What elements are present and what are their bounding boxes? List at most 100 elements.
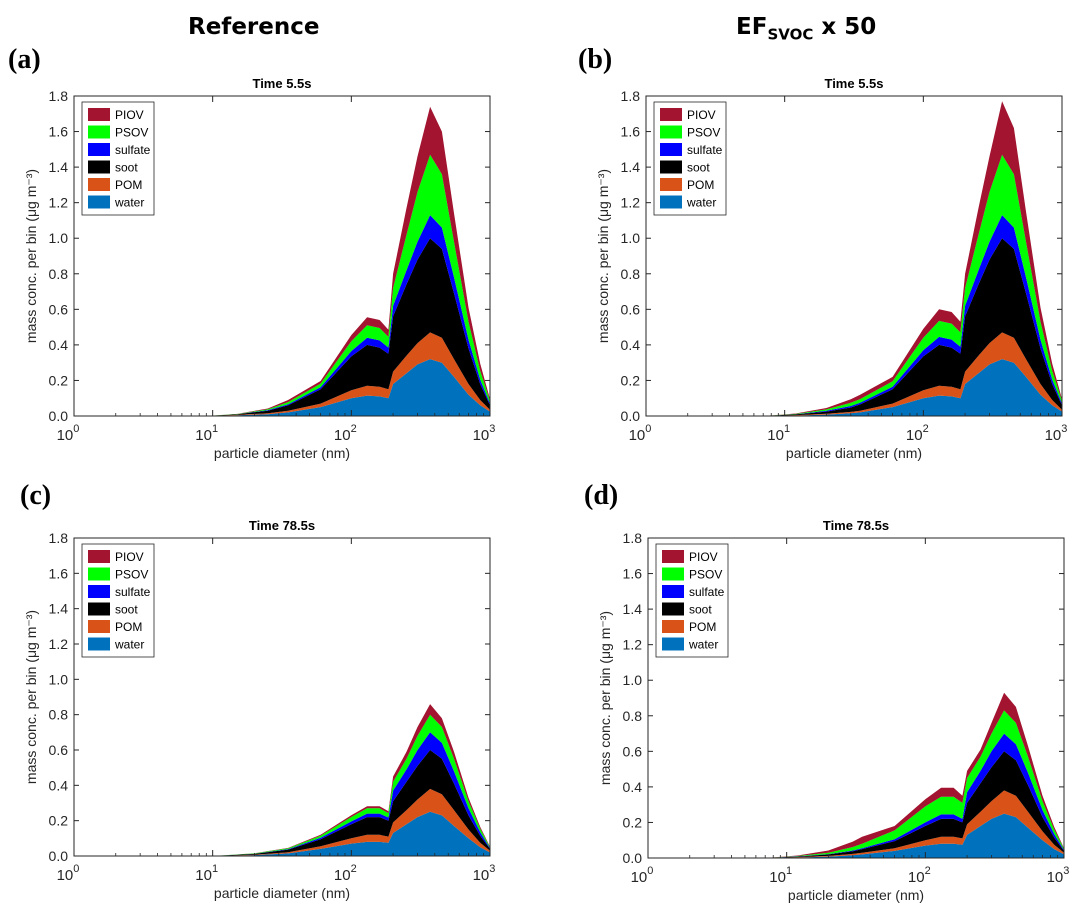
column-title-reference: Reference bbox=[188, 14, 320, 40]
legend-label-piov: PIOV bbox=[115, 108, 144, 122]
y-axis-label: mass conc. per bin (μg m⁻³) bbox=[23, 610, 39, 784]
y-tick-label-0-4: 0.4 bbox=[49, 337, 69, 353]
legend-label-piov: PIOV bbox=[689, 550, 718, 564]
legend-label-psov: PSOV bbox=[115, 126, 148, 140]
y-tick-label-1-0: 1.0 bbox=[621, 230, 641, 246]
y-tick-label-1-4: 1.4 bbox=[621, 159, 641, 175]
x-tick-label-10e3: 103 bbox=[473, 423, 496, 444]
legend-swatch-sulfate bbox=[660, 143, 682, 156]
series-area-water bbox=[765, 813, 1064, 858]
legend-swatch-water bbox=[88, 195, 110, 209]
y-tick-label-0-4: 0.4 bbox=[623, 779, 643, 795]
y-tick-label-0-6: 0.6 bbox=[621, 301, 641, 317]
y-tick-label-0-2: 0.2 bbox=[623, 814, 643, 830]
column-title-suffix: x 50 bbox=[813, 14, 877, 40]
x-tick-label-10e2: 102 bbox=[334, 423, 357, 444]
y-tick-label-0-0: 0.0 bbox=[621, 408, 641, 424]
y-tick-label-1-8: 1.8 bbox=[623, 530, 643, 546]
legend-swatch-pom bbox=[662, 620, 684, 633]
chart-title: Time 5.5s bbox=[824, 76, 883, 91]
legend-swatch-psov bbox=[88, 567, 110, 581]
legend-label-pom: POM bbox=[115, 620, 142, 634]
y-tick-label-1-0: 1.0 bbox=[49, 230, 69, 246]
x-tick-label-10e1: 101 bbox=[195, 863, 218, 884]
legend-swatch-water bbox=[88, 637, 110, 651]
legend-label-water: water bbox=[688, 638, 718, 652]
y-tick-label-1-0: 1.0 bbox=[623, 672, 643, 688]
chart-title: Time 78.5s bbox=[823, 518, 889, 533]
y-tick-label-0-2: 0.2 bbox=[49, 372, 69, 388]
y-tick-label-0-6: 0.6 bbox=[49, 742, 69, 758]
axes-box bbox=[645, 95, 1063, 417]
series-area-piov bbox=[206, 106, 491, 416]
x-axis-label: particle diameter (nm) bbox=[786, 445, 922, 461]
series-area-water bbox=[212, 811, 490, 856]
series-area-piov bbox=[763, 101, 1062, 417]
legend-swatch-water bbox=[662, 637, 684, 651]
x-axis-label: particle diameter (nm) bbox=[214, 445, 350, 461]
legend-label-pom: POM bbox=[115, 178, 142, 192]
legend: PIOV PSOV sulfate soot POM water bbox=[81, 543, 155, 658]
x-tick-label-10e3: 103 bbox=[473, 863, 496, 884]
legend-swatch-psov bbox=[660, 125, 682, 139]
legend-label-piov: PIOV bbox=[115, 550, 144, 564]
x-tick-label-10e2: 102 bbox=[908, 865, 931, 886]
legend-label-pom: POM bbox=[687, 178, 714, 192]
y-axis-label: mass conc. per bin (μg m⁻³) bbox=[23, 169, 39, 343]
panel-label-a: (a) bbox=[8, 44, 41, 75]
y-tick-label-0-8: 0.8 bbox=[623, 708, 643, 724]
y-tick-label-1-6: 1.6 bbox=[49, 124, 69, 140]
x-tick-label-10e1: 101 bbox=[767, 423, 790, 444]
y-tick-label-0-2: 0.2 bbox=[621, 372, 641, 388]
y-tick-label-1-6: 1.6 bbox=[623, 566, 643, 582]
x-tick-label-10e2: 102 bbox=[334, 863, 357, 884]
x-tick-label-10e0: 100 bbox=[57, 863, 80, 884]
legend-swatch-soot bbox=[88, 602, 110, 616]
y-tick-label-0-4: 0.4 bbox=[49, 777, 69, 793]
legend-swatch-sulfate bbox=[662, 585, 684, 598]
y-tick-label-1-8: 1.8 bbox=[49, 530, 69, 546]
legend-swatch-pom bbox=[660, 178, 682, 191]
x-tick-label-10e2: 102 bbox=[906, 423, 929, 444]
y-tick-label-0-8: 0.8 bbox=[621, 266, 641, 282]
column-title-ef: EF bbox=[736, 14, 768, 40]
y-axis-label: mass conc. per bin (μg m⁻³) bbox=[597, 611, 613, 785]
x-tick-label-10e1: 101 bbox=[769, 865, 792, 886]
y-tick-label-1-6: 1.6 bbox=[49, 565, 69, 581]
series-area-psov bbox=[763, 154, 1062, 416]
axes-box bbox=[647, 537, 1065, 859]
series-area-water bbox=[763, 359, 1062, 416]
y-tick-label-1-0: 1.0 bbox=[49, 671, 69, 687]
column-title-efsvoc: EFSVOC x 50 bbox=[736, 14, 876, 44]
y-tick-label-1-4: 1.4 bbox=[623, 601, 643, 617]
y-tick-label-1-8: 1.8 bbox=[621, 88, 641, 104]
legend: PIOV PSOV sulfate soot POM water bbox=[81, 101, 155, 216]
series-area-sulfate bbox=[765, 733, 1064, 858]
legend-swatch-soot bbox=[662, 602, 684, 616]
legend-swatch-water bbox=[660, 195, 682, 209]
x-tick-label-10e1: 101 bbox=[195, 423, 218, 444]
column-title-svoc-subscript: SVOC bbox=[767, 25, 814, 44]
legend-label-sulfate: sulfate bbox=[115, 585, 151, 599]
panel-label-b: (b) bbox=[578, 44, 613, 75]
legend-label-psov: PSOV bbox=[115, 568, 148, 582]
series-area-psov bbox=[206, 154, 491, 416]
series-area-soot bbox=[206, 238, 491, 416]
y-tick-label-0-0: 0.0 bbox=[49, 408, 69, 424]
legend-swatch-pom bbox=[88, 620, 110, 633]
legend-label-pom: POM bbox=[689, 620, 716, 634]
legend-swatch-piov bbox=[88, 108, 110, 121]
y-tick-label-1-2: 1.2 bbox=[49, 636, 69, 652]
series-area-soot bbox=[212, 750, 490, 856]
legend: PIOV PSOV sulfate soot POM water bbox=[655, 543, 729, 658]
legend-label-piov: PIOV bbox=[687, 108, 716, 122]
y-tick-label-1-4: 1.4 bbox=[49, 601, 69, 617]
panel-label-d: (d) bbox=[584, 480, 619, 511]
legend-label-soot: soot bbox=[689, 603, 712, 617]
axes-box bbox=[73, 95, 491, 417]
y-tick-label-0-0: 0.0 bbox=[623, 850, 643, 866]
series-area-psov bbox=[765, 710, 1064, 858]
y-tick-label-1-2: 1.2 bbox=[623, 637, 643, 653]
legend-label-soot: soot bbox=[115, 161, 138, 175]
y-tick-label-1-4: 1.4 bbox=[49, 159, 69, 175]
